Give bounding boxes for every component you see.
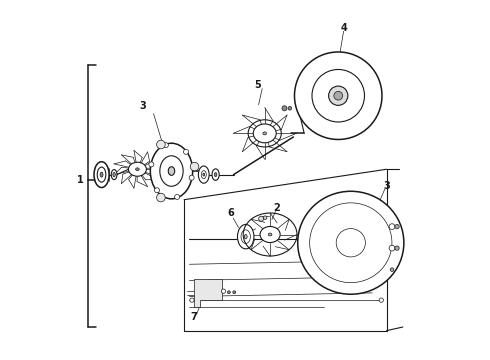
Circle shape	[174, 194, 180, 199]
Text: 4: 4	[340, 23, 347, 33]
Circle shape	[163, 143, 169, 148]
Ellipse shape	[94, 162, 109, 188]
Circle shape	[395, 225, 399, 229]
Text: 5: 5	[254, 80, 261, 90]
Circle shape	[263, 216, 267, 220]
Circle shape	[390, 268, 394, 271]
Text: 3: 3	[140, 102, 146, 112]
Ellipse shape	[113, 172, 115, 177]
Ellipse shape	[198, 166, 209, 183]
Circle shape	[395, 246, 399, 250]
Text: 6: 6	[227, 208, 234, 219]
Circle shape	[190, 162, 199, 171]
Circle shape	[288, 107, 292, 110]
Circle shape	[259, 216, 264, 221]
Ellipse shape	[241, 230, 250, 243]
Ellipse shape	[97, 167, 106, 182]
Ellipse shape	[212, 169, 219, 180]
Circle shape	[312, 69, 365, 122]
Ellipse shape	[263, 132, 267, 135]
Circle shape	[221, 289, 225, 293]
Circle shape	[189, 175, 194, 180]
Ellipse shape	[253, 124, 276, 143]
Circle shape	[157, 140, 165, 149]
Text: 1: 1	[77, 175, 84, 185]
Ellipse shape	[203, 173, 205, 176]
Circle shape	[190, 298, 194, 302]
Ellipse shape	[260, 226, 280, 243]
Ellipse shape	[336, 229, 366, 257]
Ellipse shape	[160, 156, 183, 186]
Circle shape	[282, 106, 287, 111]
Circle shape	[157, 193, 165, 202]
Ellipse shape	[111, 170, 117, 180]
Ellipse shape	[128, 162, 147, 176]
Ellipse shape	[214, 173, 217, 177]
Circle shape	[329, 86, 348, 105]
Circle shape	[334, 91, 343, 100]
Ellipse shape	[298, 191, 404, 294]
Circle shape	[154, 188, 159, 193]
Circle shape	[389, 224, 395, 229]
Circle shape	[227, 291, 230, 294]
Text: 7: 7	[191, 312, 197, 322]
Ellipse shape	[238, 225, 254, 249]
Ellipse shape	[201, 171, 206, 179]
Ellipse shape	[269, 233, 272, 236]
Ellipse shape	[245, 234, 247, 239]
Circle shape	[233, 291, 236, 294]
Circle shape	[379, 298, 383, 302]
Circle shape	[294, 52, 382, 139]
Ellipse shape	[136, 168, 139, 171]
Ellipse shape	[168, 167, 175, 175]
Ellipse shape	[100, 172, 103, 177]
Circle shape	[389, 245, 395, 251]
Text: 3: 3	[383, 181, 390, 192]
Polygon shape	[194, 279, 221, 307]
Text: 2: 2	[273, 203, 280, 213]
Circle shape	[184, 149, 189, 154]
Circle shape	[149, 162, 154, 167]
Ellipse shape	[150, 143, 193, 199]
